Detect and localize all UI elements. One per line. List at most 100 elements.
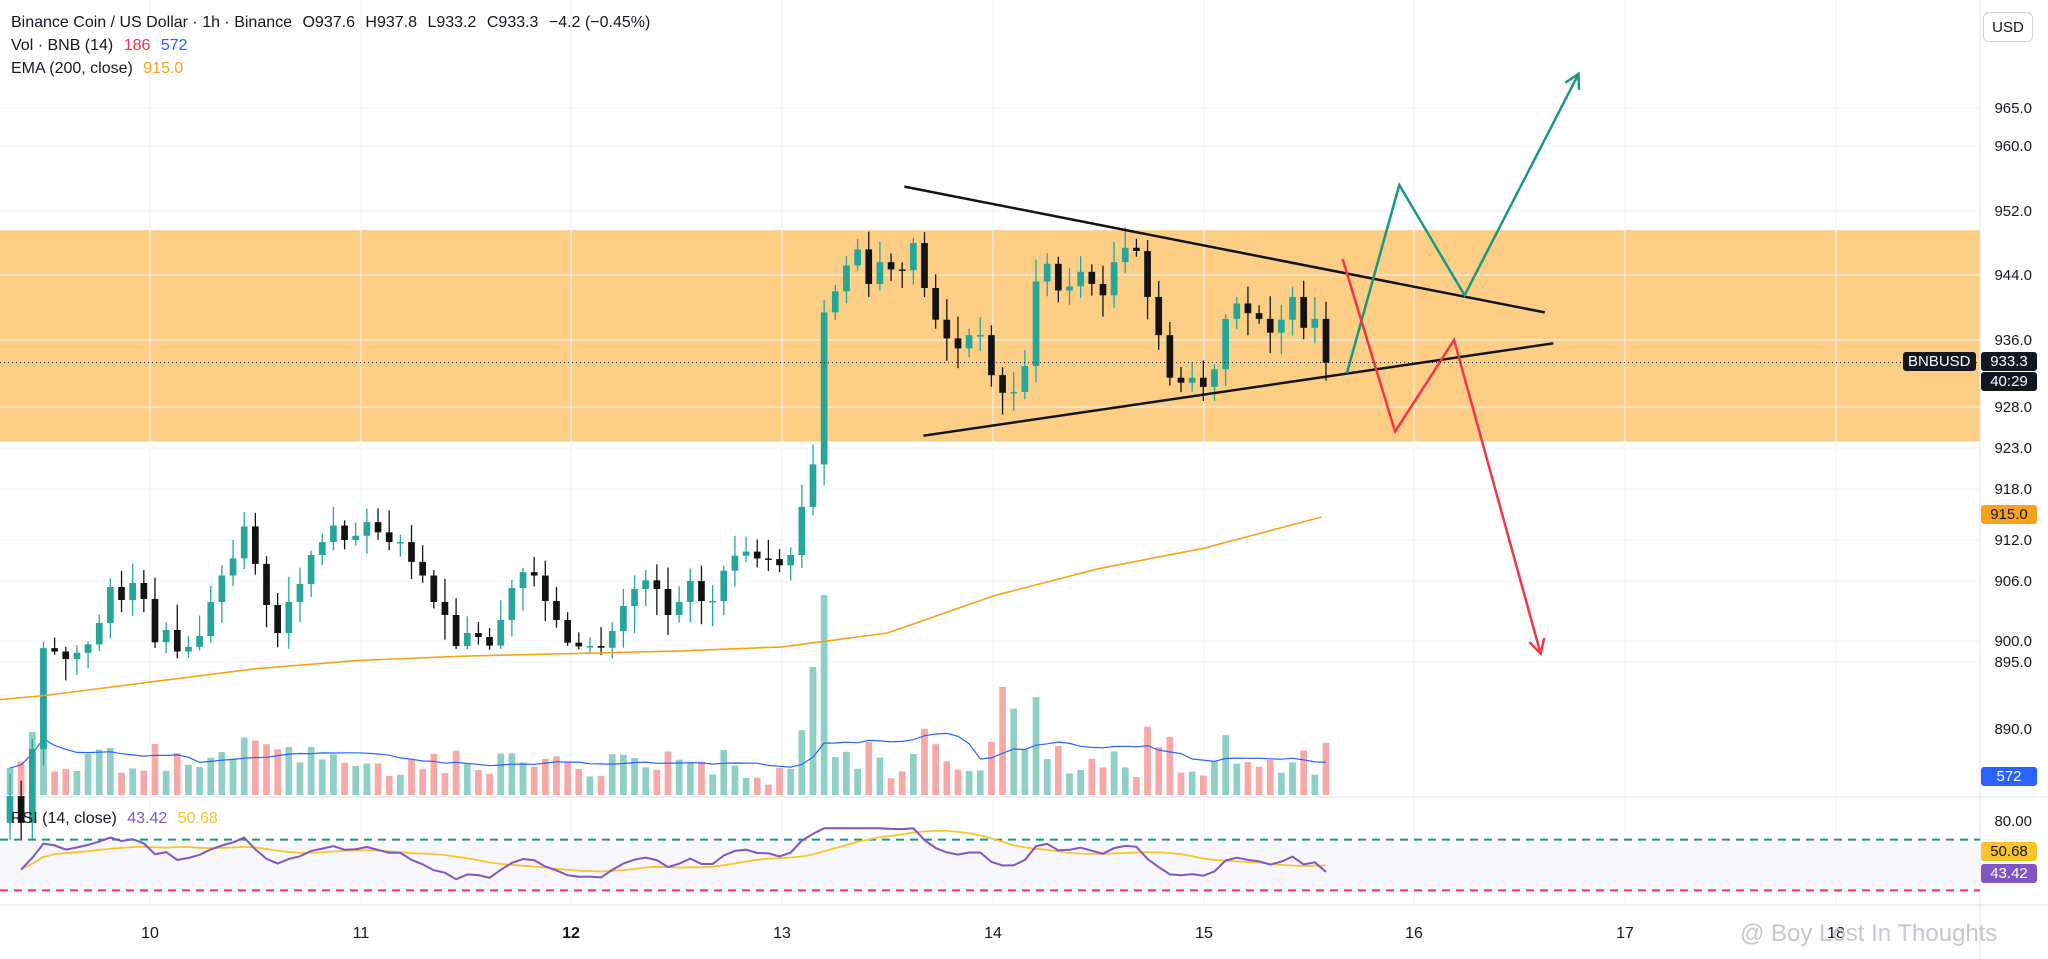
- volume-bar: [463, 764, 471, 795]
- volume-bar: [285, 746, 293, 795]
- volume-bar: [1233, 763, 1241, 795]
- volume-bar: [1188, 771, 1196, 795]
- volume-bar: [118, 772, 125, 795]
- volume-bar: [374, 763, 382, 795]
- volume-bar: [1088, 758, 1096, 795]
- candle-body: [240, 526, 248, 559]
- volume-bar: [553, 756, 560, 795]
- volume-bar: [898, 771, 906, 795]
- volume-bar: [1166, 736, 1174, 795]
- volume-bar: [341, 762, 348, 795]
- candle-body: [1244, 303, 1252, 314]
- volume-bar: [240, 737, 248, 795]
- candle-body: [586, 646, 594, 648]
- candle-body: [921, 243, 928, 288]
- volume-bar: [910, 753, 917, 795]
- price-tick-label: 890.0: [1994, 721, 2032, 738]
- volume-bar: [831, 757, 839, 795]
- price-tick-label: 952.0: [1994, 203, 2032, 220]
- candle-body: [597, 646, 605, 648]
- volume-bar: [1077, 770, 1084, 795]
- volume-bar: [876, 757, 884, 795]
- rsi-ma-tag: 50.68: [1981, 842, 2037, 861]
- volume-bar: [709, 774, 716, 795]
- candle-body: [1322, 318, 1330, 363]
- time-tick-label: 14: [984, 925, 1002, 942]
- ema-200-line: [0, 516, 1322, 701]
- rsi-line: [20, 827, 1327, 881]
- rsi-ma-line: [20, 830, 1327, 873]
- candle-body: [408, 542, 415, 562]
- price-tick-label: 918.0: [1994, 481, 2032, 498]
- candle-body: [932, 288, 940, 320]
- volume-bar: [1278, 772, 1285, 795]
- volume-bar: [218, 752, 226, 795]
- candle-body: [118, 587, 125, 600]
- candle-body: [943, 319, 951, 339]
- candle-body: [129, 583, 137, 600]
- triangle-upper-line: [904, 185, 1546, 314]
- candle-body: [608, 631, 616, 648]
- candle-body: [229, 558, 237, 576]
- candle-body: [508, 588, 516, 620]
- volume-bar: [508, 753, 516, 795]
- volume-bar: [17, 761, 25, 795]
- rsi-legend[interactable]: RSI (14, close) 43.42 50.68: [11, 810, 224, 828]
- volume-bar: [1199, 775, 1207, 795]
- volume-bar: [151, 743, 159, 795]
- price-change: −4.2 (−0.45%): [548, 14, 651, 31]
- volume-bar: [441, 773, 449, 795]
- volume-bar: [597, 775, 605, 795]
- candle-body: [318, 542, 326, 556]
- candle-body: [218, 575, 226, 602]
- candle-body: [642, 580, 650, 589]
- candle-body: [374, 522, 382, 533]
- volume-bar: [196, 766, 203, 795]
- symbol-title[interactable]: Binance Coin / US Dollar · 1h · Binance: [11, 14, 293, 31]
- candle-body: [731, 555, 739, 571]
- candle-body: [720, 570, 728, 601]
- volume-bar: [475, 769, 482, 795]
- candle-body: [854, 249, 861, 266]
- ohlc-low: L933.2: [427, 14, 477, 31]
- volume-bar: [95, 749, 103, 795]
- candle-body: [709, 601, 716, 603]
- volume-legend[interactable]: Vol · BNB (14) 186 572: [11, 37, 194, 55]
- candle-body: [185, 646, 192, 652]
- volume-bar: [675, 759, 683, 795]
- time-tick-label: 17: [1616, 925, 1634, 942]
- volume-value-a: 186: [123, 37, 151, 54]
- candle-body: [107, 587, 114, 623]
- volume-bar: [107, 747, 114, 795]
- currency-button[interactable]: USD: [1983, 12, 2033, 42]
- candle-body: [698, 581, 705, 601]
- volume-bar: [1010, 708, 1018, 795]
- time-tick-label: 15: [1195, 925, 1213, 942]
- volume-bar: [263, 744, 270, 795]
- countdown-tag: 40:29: [1981, 372, 2037, 391]
- volume-bar: [363, 763, 371, 795]
- volume-bar: [965, 770, 973, 795]
- ema-legend[interactable]: EMA (200, close) 915.0: [11, 60, 189, 78]
- volume-bar: [765, 784, 772, 795]
- volume-bar: [1322, 742, 1330, 795]
- volume-bar: [330, 754, 337, 795]
- rsi-band: [0, 839, 1980, 891]
- price-tick-label: 895.0: [1994, 654, 2032, 671]
- volume-bar: [229, 758, 237, 795]
- volume-bar: [185, 764, 192, 795]
- candle-body: [17, 796, 25, 823]
- volume-bar: [1300, 750, 1308, 795]
- volume-bar: [653, 769, 661, 795]
- time-tick-label: 16: [1405, 925, 1423, 942]
- candle-body: [95, 623, 103, 645]
- ema-value: 915.0: [143, 60, 184, 77]
- candle-body: [285, 602, 293, 633]
- candle-body: [865, 249, 873, 284]
- candle-body: [1032, 281, 1040, 366]
- volume-bar: [921, 728, 928, 795]
- bull-scenario-path: [1345, 73, 1580, 374]
- volume-bar: [296, 762, 304, 795]
- volume-bar: [274, 749, 282, 795]
